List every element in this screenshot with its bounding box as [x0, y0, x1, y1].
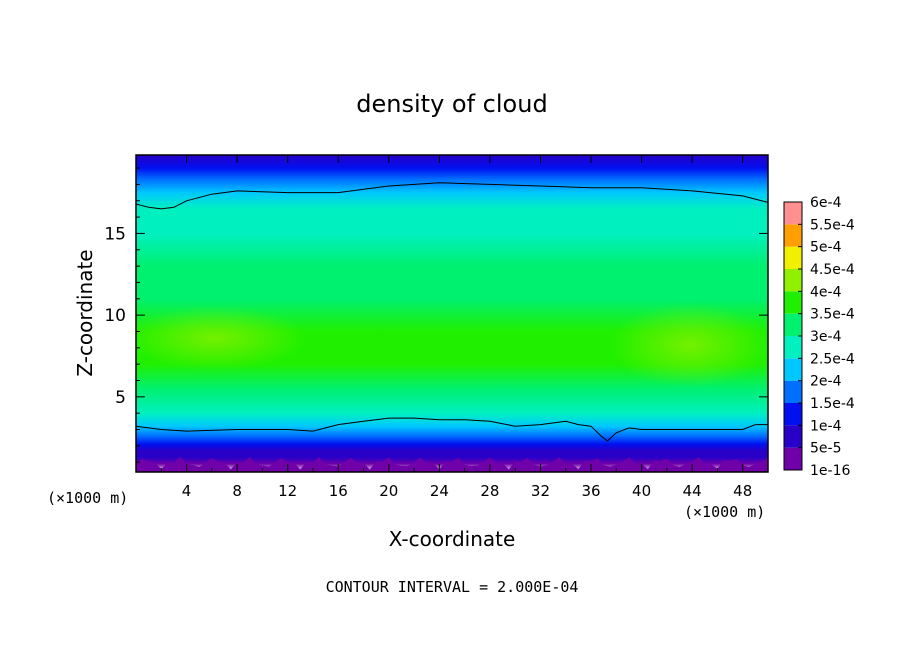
x-tick-label: 28 [480, 482, 499, 500]
x-tick-label: 32 [531, 482, 550, 500]
x-tick-label: 24 [430, 482, 449, 500]
colorbar-label: 1.5e-4 [810, 396, 855, 412]
colorbar-swatch [784, 425, 802, 448]
colorbar-swatch [784, 246, 802, 269]
colorbar-swatch [784, 380, 802, 403]
colorbar-swatch [784, 269, 802, 292]
colorbar-label: 5e-4 [810, 240, 842, 256]
density-max-region-right [610, 303, 768, 387]
colorbar-swatch [784, 313, 802, 336]
colorbar-label: 1e-4 [810, 418, 842, 434]
colorbar-label: 5e-5 [810, 441, 841, 457]
colorbar-label: 2.5e-4 [810, 351, 855, 367]
colorbar-swatch [784, 403, 802, 426]
contour-line-lower [136, 417, 768, 442]
colorbar-label: 2e-4 [810, 374, 842, 390]
colorbar-swatch [784, 358, 802, 381]
colorbar-swatch [784, 291, 802, 314]
colorbar-swatch [784, 336, 802, 359]
y-tick-label: 5 [115, 388, 126, 408]
colorbar-label: 3.5e-4 [810, 307, 855, 323]
colorbar-swatch [784, 202, 802, 225]
plot-frame [135, 154, 769, 473]
colorbar-label: 3e-4 [810, 329, 842, 345]
chart-title: density of cloud [356, 90, 547, 118]
x-tick-label: 36 [581, 482, 600, 500]
y-axis-label: Z-coordinate [73, 249, 97, 376]
colorbar-label: 1e-16 [810, 463, 850, 479]
colorbar-label: 5.5e-4 [810, 217, 855, 233]
x-units-right: (×1000 m) [684, 503, 765, 521]
y-axis: 5 10 15 [104, 167, 768, 463]
colorbar: 1e-16 5e-5 1e-4 1.5e-4 2e-4 2.5e-4 3e-4 3.5e-4 4… [783, 195, 855, 479]
x-tick-label: 8 [232, 482, 242, 500]
plot-area [136, 155, 768, 472]
x-tick-label: 44 [683, 482, 702, 500]
contour-line-upper [136, 182, 768, 210]
x-tick-label: 48 [733, 482, 752, 500]
x-tick-label: 16 [329, 482, 348, 500]
x-units-left: (×1000 m) [47, 489, 128, 507]
x-tick-label: 4 [182, 482, 192, 500]
ground-speckle [136, 456, 768, 472]
y-tick-label: 10 [104, 306, 126, 326]
density-max-region-left [136, 306, 305, 370]
colorbar-label: 6e-4 [810, 195, 842, 211]
colorbar-swatch [784, 447, 802, 470]
x-axis-label: X-coordinate [389, 527, 516, 551]
colorbar-label: 4e-4 [810, 284, 842, 300]
x-tick-label: 20 [379, 482, 398, 500]
colorbar-swatch [784, 224, 802, 247]
x-axis: 4 8 12 16 20 24 28 32 36 40 44 48 [160, 155, 752, 500]
contour-interval-note: CONTOUR INTERVAL = 2.000E-04 [326, 578, 579, 596]
x-tick-label: 12 [278, 482, 297, 500]
colorbar-label: 4.5e-4 [810, 262, 855, 278]
x-tick-label: 40 [632, 482, 651, 500]
y-tick-label: 15 [104, 224, 126, 244]
